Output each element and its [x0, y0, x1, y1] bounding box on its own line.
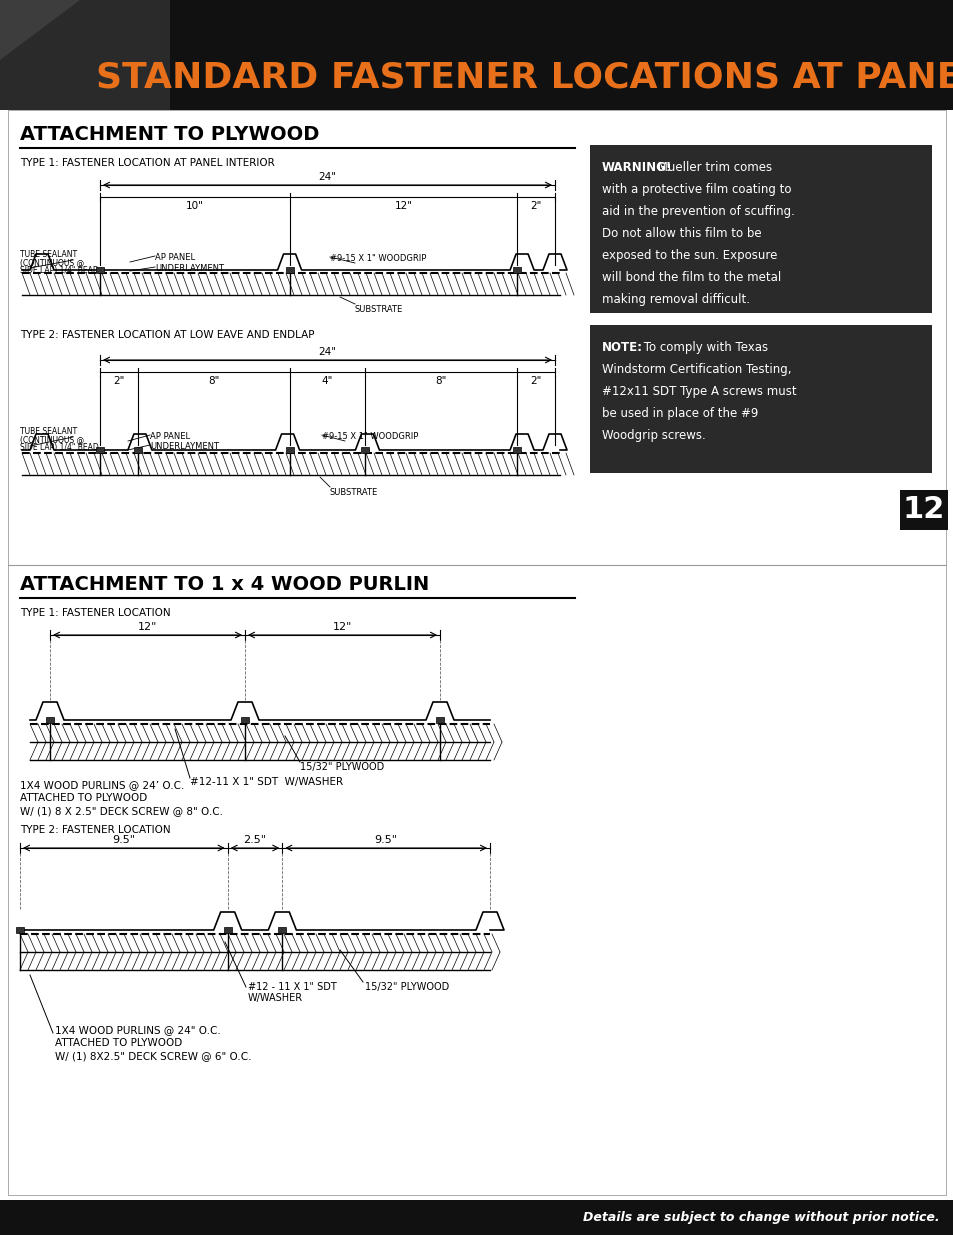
Text: aid in the prevention of scuffing.: aid in the prevention of scuffing.: [601, 205, 794, 219]
Bar: [589, 144, 931, 312]
Bar: [285, 267, 294, 273]
Text: ATTACHMENT TO 1 x 4 WOOD PURLIN: ATTACHMENT TO 1 x 4 WOOD PURLIN: [20, 576, 429, 594]
Bar: [0, 1200, 953, 1235]
Text: ATTACHMENT TO PLYWOOD: ATTACHMENT TO PLYWOOD: [20, 125, 319, 144]
Text: TYPE 2: FASTENER LOCATION AT LOW EAVE AND ENDLAP: TYPE 2: FASTENER LOCATION AT LOW EAVE AN…: [20, 330, 314, 340]
Text: W/ (1) 8 X 2.5" DECK SCREW @ 8" O.C.: W/ (1) 8 X 2.5" DECK SCREW @ 8" O.C.: [20, 806, 223, 816]
Bar: [513, 447, 520, 453]
Text: Woodgrip screws.: Woodgrip screws.: [601, 429, 705, 442]
Text: 2": 2": [530, 201, 541, 211]
Bar: [46, 718, 54, 722]
Text: #12 - 11 X 1" SDT: #12 - 11 X 1" SDT: [248, 982, 336, 992]
Text: 8": 8": [208, 375, 219, 387]
Text: making removal difficult.: making removal difficult.: [601, 293, 749, 306]
Bar: [16, 927, 24, 932]
Text: 4": 4": [321, 375, 333, 387]
Text: AP PANEL: AP PANEL: [150, 432, 190, 441]
Polygon shape: [0, 0, 170, 110]
Text: Mueller trim comes: Mueller trim comes: [654, 161, 771, 174]
Text: 12": 12": [333, 622, 352, 632]
Text: TYPE 2: FASTENER LOCATION: TYPE 2: FASTENER LOCATION: [20, 825, 171, 835]
Text: 1X4 WOOD PURLINS @ 24" O.C.: 1X4 WOOD PURLINS @ 24" O.C.: [55, 1025, 220, 1035]
Bar: [0, 0, 170, 110]
Bar: [0, 0, 953, 110]
Text: 1X4 WOOD PURLINS @ 24’ O.C.: 1X4 WOOD PURLINS @ 24’ O.C.: [20, 781, 184, 790]
Bar: [241, 718, 249, 722]
Text: UNDERLAYMENT: UNDERLAYMENT: [150, 442, 219, 451]
Text: W/WASHER: W/WASHER: [248, 993, 303, 1003]
Bar: [278, 927, 286, 932]
Text: 10": 10": [186, 201, 204, 211]
Text: W/ (1) 8X2.5" DECK SCREW @ 6" O.C.: W/ (1) 8X2.5" DECK SCREW @ 6" O.C.: [55, 1051, 252, 1061]
Text: SIDE LAP) 1/4" BEAD: SIDE LAP) 1/4" BEAD: [20, 266, 99, 275]
Text: 2.5": 2.5": [243, 835, 266, 845]
Text: with a protective film coating to: with a protective film coating to: [601, 183, 791, 196]
Text: Details are subject to change without prior notice.: Details are subject to change without pr…: [583, 1212, 939, 1224]
Text: TUBE SEALANT: TUBE SEALANT: [20, 249, 77, 259]
Bar: [589, 325, 931, 473]
Text: 12": 12": [394, 201, 412, 211]
Text: Do not allow this film to be: Do not allow this film to be: [601, 227, 760, 240]
Text: 12: 12: [902, 495, 944, 525]
Text: #12-11 X 1" SDT  W/WASHER: #12-11 X 1" SDT W/WASHER: [190, 777, 343, 787]
Text: (CONTINUOUS @: (CONTINUOUS @: [20, 258, 84, 267]
Text: AP PANEL: AP PANEL: [154, 253, 195, 262]
Text: ATTACHED TO PLYWOOD: ATTACHED TO PLYWOOD: [55, 1037, 182, 1049]
Text: #9-15 X 1" WOODGRIP: #9-15 X 1" WOODGRIP: [330, 254, 426, 263]
Text: 8": 8": [436, 375, 446, 387]
Text: be used in place of the #9: be used in place of the #9: [601, 408, 758, 420]
Text: 2": 2": [113, 375, 125, 387]
Text: 24": 24": [318, 172, 336, 182]
Bar: [285, 447, 294, 453]
Text: NOTE:: NOTE:: [601, 341, 642, 354]
Text: #12x11 SDT Type A screws must: #12x11 SDT Type A screws must: [601, 385, 796, 398]
Bar: [223, 927, 232, 932]
Text: exposed to the sun. Exposure: exposed to the sun. Exposure: [601, 249, 777, 262]
Text: SUBSTRATE: SUBSTRATE: [355, 305, 403, 314]
Text: 12": 12": [137, 622, 157, 632]
Bar: [361, 447, 369, 453]
Text: 15/32" PLYWOOD: 15/32" PLYWOOD: [299, 762, 384, 772]
Text: 9.5": 9.5": [375, 835, 397, 845]
Text: 15/32" PLYWOOD: 15/32" PLYWOOD: [365, 982, 449, 992]
Text: ATTACHED TO PLYWOOD: ATTACHED TO PLYWOOD: [20, 793, 147, 803]
Text: TYPE 1: FASTENER LOCATION AT PANEL INTERIOR: TYPE 1: FASTENER LOCATION AT PANEL INTER…: [20, 158, 274, 168]
Text: will bond the film to the metal: will bond the film to the metal: [601, 270, 781, 284]
Text: #9-15 X 1" WOODGRIP: #9-15 X 1" WOODGRIP: [322, 432, 418, 441]
Text: Windstorm Certification Testing,: Windstorm Certification Testing,: [601, 363, 791, 375]
Text: UNDERLAYMENT: UNDERLAYMENT: [154, 264, 224, 273]
Text: 2": 2": [530, 375, 541, 387]
Text: 24": 24": [318, 347, 336, 357]
Bar: [513, 267, 520, 273]
Bar: [8, 110, 945, 1195]
Text: TUBE SEALANT: TUBE SEALANT: [20, 427, 77, 436]
Text: 9.5": 9.5": [112, 835, 135, 845]
Bar: [96, 267, 104, 273]
Bar: [436, 718, 443, 722]
Bar: [133, 447, 142, 453]
Bar: [96, 447, 104, 453]
Text: WARNING!: WARNING!: [601, 161, 672, 174]
Text: TYPE 1: FASTENER LOCATION: TYPE 1: FASTENER LOCATION: [20, 608, 171, 618]
Text: SIDE LAP) 1/4" BEAD: SIDE LAP) 1/4" BEAD: [20, 443, 99, 452]
Text: To comply with Texas: To comply with Texas: [639, 341, 767, 354]
Bar: [899, 490, 947, 530]
Text: (CONTINUOUS @: (CONTINUOUS @: [20, 435, 84, 445]
Text: STANDARD FASTENER LOCATIONS AT PANEL: STANDARD FASTENER LOCATIONS AT PANEL: [95, 61, 953, 95]
Text: SUBSTRATE: SUBSTRATE: [330, 488, 377, 496]
